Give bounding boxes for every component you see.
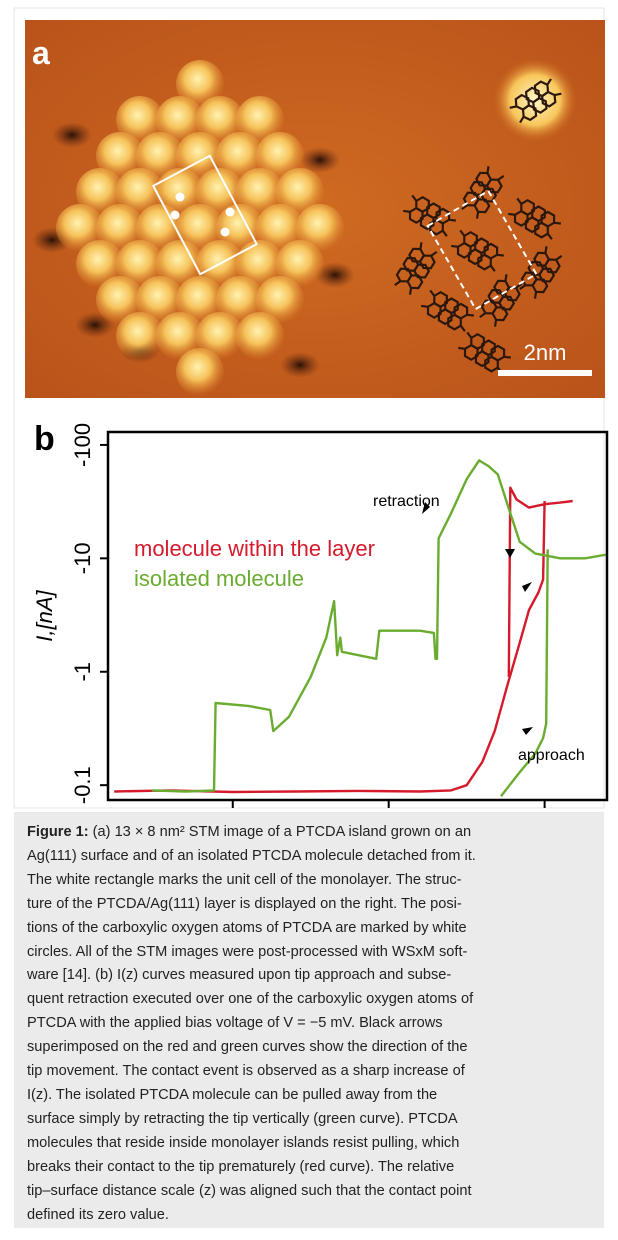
caption-line: PTCDA with the applied bias voltage of V… [27, 1015, 443, 1032]
molecule-blob [156, 168, 204, 216]
molecule-blob [276, 168, 324, 216]
oxygen-marker [225, 207, 235, 217]
caption-line: defined its zero value. [27, 1206, 169, 1223]
molecule-blob [236, 312, 284, 360]
figure: a 2nm b 1050-0.1-1-10-100z - relative ti… [13, 7, 609, 809]
caption-line: molecules that reside inside monolayer i… [27, 1134, 460, 1151]
molecule-blob [236, 96, 284, 144]
scale-bar-label: 2nm [524, 340, 567, 365]
layer-unit-cell [426, 189, 538, 311]
caption-line: surface simply by retracting the tip ver… [27, 1110, 458, 1127]
y-tick-label: -0.1 [70, 766, 95, 804]
molecule-blob [56, 204, 104, 252]
molecule-blob [296, 204, 344, 252]
caption-line: quent retraction executed over one of th… [27, 991, 474, 1008]
arrows [422, 502, 533, 735]
plot: 1050-0.1-1-10-100z - relative tip-surfac… [32, 423, 609, 808]
molecule-blob [96, 276, 144, 324]
molecule-blob [196, 96, 244, 144]
molecule-blob [256, 204, 304, 252]
arrow [505, 549, 515, 558]
molecule-blob [116, 240, 164, 288]
y-tick-label: -1 [70, 662, 95, 682]
panel-label: b [34, 420, 55, 458]
caption: Figure 1: (a) 13 × 8 nm² STM image of a … [14, 812, 604, 1228]
legend-entry: molecule within the layer [134, 536, 375, 561]
molecule-blob [216, 132, 264, 180]
y-tick-label: -10 [70, 542, 95, 574]
molecule-blob [196, 312, 244, 360]
caption-line: circles. All of the STM images were post… [27, 943, 468, 960]
molecule-blob [236, 168, 284, 216]
y-axis-label: I,[nA] [32, 589, 57, 641]
dark-spot [52, 122, 92, 148]
molecule-blob [76, 168, 124, 216]
molecule-blob [216, 276, 264, 324]
molecule-blob [116, 312, 164, 360]
annotation: retraction [373, 493, 440, 510]
molecule-blob [156, 96, 204, 144]
caption-line: superimposed on the red and green curves… [27, 1039, 468, 1056]
molecule-blob [136, 276, 184, 324]
molecule-blob [76, 240, 124, 288]
molecule-blob [176, 60, 224, 108]
caption-line: I(z). The isolated PTCDA molecule can be… [27, 1086, 438, 1103]
molecule-blob [196, 168, 244, 216]
molecule-blob [136, 132, 184, 180]
caption-line: tions of the carboxylic oxygen atoms of … [27, 919, 467, 936]
dark-spot [315, 262, 355, 288]
molecule-blob [96, 204, 144, 252]
molecule-blob [176, 276, 224, 324]
data-line [151, 459, 608, 797]
arrow [522, 582, 532, 592]
molecule-blob [256, 132, 304, 180]
panel-label: a [32, 35, 50, 71]
molecule-blob [96, 132, 144, 180]
caption-text: (a) 13 × 8 nm² STM image of a PTCDA isla… [88, 824, 472, 840]
molecule-blob [156, 312, 204, 360]
stm-image [25, 20, 605, 398]
y-tick-label: -100 [70, 423, 95, 467]
molecule-blob [276, 240, 324, 288]
molecule-blob [116, 168, 164, 216]
caption-line: The white rectangle marks the unit cell … [27, 871, 462, 888]
caption-line: Figure 1: (a) 13 × 8 nm² STM image of a … [27, 821, 604, 845]
dark-spot [280, 352, 320, 378]
legend-entry: isolated molecule [134, 566, 304, 591]
data-line [114, 486, 573, 794]
caption-line: tip–surface distance scale (z) was align… [27, 1182, 472, 1199]
oxygen-marker [170, 210, 180, 220]
caption-label: Figure 1: [27, 824, 89, 840]
arrow [522, 727, 533, 735]
annotation: approach [518, 747, 585, 764]
caption-line: ware [14]. (b) I(z) curves measured upon… [27, 967, 452, 984]
caption-line: breaks their contact to the tip prematur… [27, 1158, 455, 1175]
molecule-blob [176, 348, 224, 396]
molecule-blob [156, 240, 204, 288]
caption-line: Ag(111) surface and of an isolated PTCDA… [27, 847, 476, 864]
figure-border [13, 7, 605, 809]
molecule-blob [176, 204, 224, 252]
unit-cell [151, 154, 259, 276]
molecule-blob [116, 96, 164, 144]
molecule-blob [236, 240, 284, 288]
caption-line: ture of the PTCDA/Ag(111) layer is displ… [27, 895, 462, 912]
arrow [422, 502, 430, 514]
dark-spot [300, 147, 340, 173]
oxygen-marker [175, 192, 185, 202]
plot-frame [106, 430, 609, 802]
caption-line: tip movement. The contact event is obser… [27, 1063, 465, 1080]
molecule-blob [256, 276, 304, 324]
oxygen-marker [220, 227, 230, 237]
